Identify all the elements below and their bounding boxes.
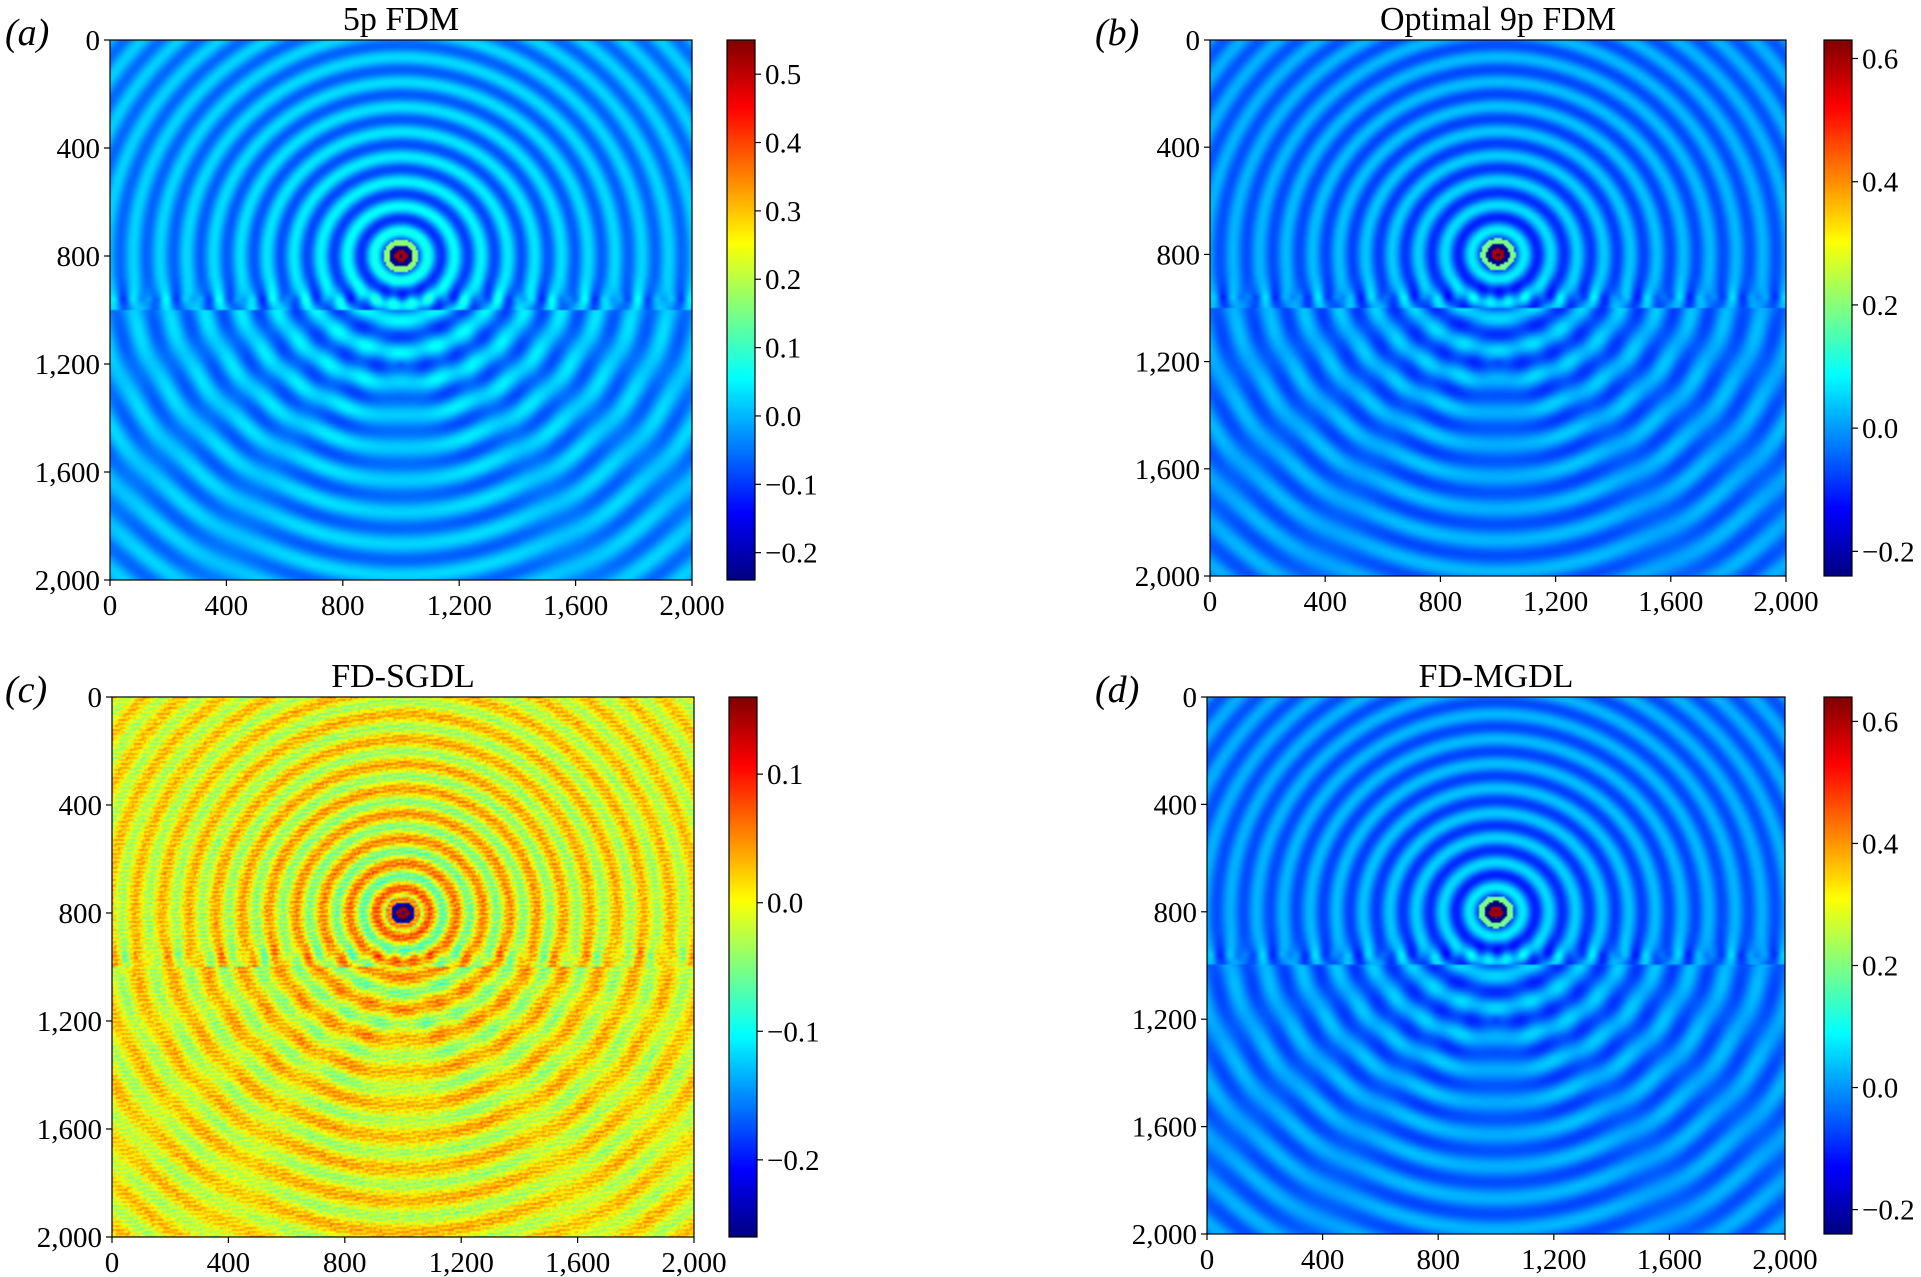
y-tick-label: 1,600 <box>37 1114 102 1146</box>
y-tick-label: 1,600 <box>1135 454 1200 486</box>
wavefield-image <box>1207 697 1785 1234</box>
y-tick-label: 0 <box>86 25 101 57</box>
colorbar-tick-label: 0.2 <box>1862 951 1898 983</box>
colorbar-gradient <box>729 697 757 1237</box>
panel-title: 5p FDM <box>343 1 459 38</box>
y-tick-label: 400 <box>59 790 103 822</box>
wavefield-image <box>110 40 692 580</box>
colorbar-tick-label: 0.2 <box>765 264 801 296</box>
x-tick-label: 1,600 <box>1638 586 1703 618</box>
y-tick-label: 1,200 <box>1135 347 1200 379</box>
colorbar-tick-label: −0.2 <box>1862 1195 1915 1227</box>
x-tick-label: 1,600 <box>543 590 608 622</box>
colorbar-tick-label: 0.5 <box>765 59 801 91</box>
x-tick-label: 1,200 <box>1521 1244 1586 1276</box>
y-tick-label: 1,200 <box>35 349 100 381</box>
colorbar-tick-label: 0.2 <box>1862 290 1898 322</box>
colorbar-tick-label: −0.2 <box>1862 536 1915 568</box>
x-tick-label: 2,000 <box>1753 586 1818 618</box>
x-tick-label: 800 <box>321 590 365 622</box>
x-tick-label: 1,600 <box>1637 1244 1702 1276</box>
x-tick-label: 1,200 <box>429 1247 494 1277</box>
x-tick-label: 400 <box>207 1247 251 1277</box>
colorbar-tick-label: −0.1 <box>767 1016 820 1048</box>
x-tick-label: 0 <box>1203 586 1218 618</box>
colorbar-tick-label: 0.0 <box>1862 1073 1898 1105</box>
y-tick-label: 2,000 <box>1135 561 1200 593</box>
x-tick-label: 2,000 <box>661 1247 726 1277</box>
x-tick-label: 2,000 <box>659 590 724 622</box>
colorbar-tick-label: −0.2 <box>765 538 818 570</box>
plot-frame <box>1206 696 1786 1235</box>
colorbar-frame <box>726 39 756 581</box>
colorbar-frame <box>1823 39 1853 577</box>
panel-title: FD-MGDL <box>1419 658 1574 695</box>
colorbar-tick-label: 0.0 <box>767 888 803 920</box>
x-tick-label: 0 <box>103 590 118 622</box>
y-tick-label: 2,000 <box>35 565 100 597</box>
x-tick-label: 0 <box>105 1247 120 1277</box>
x-tick-label: 400 <box>1303 586 1347 618</box>
colorbar-tick-label: 0.3 <box>765 196 801 228</box>
wavefield-image <box>1210 40 1786 576</box>
colorbar-tick-label: 0.0 <box>765 401 801 433</box>
panel-label: (c) <box>5 669 47 711</box>
y-tick-label: 1,200 <box>1132 1004 1197 1036</box>
plot-frame <box>109 39 693 581</box>
plot-frame <box>111 696 695 1238</box>
panel-title: FD-SGDL <box>331 658 475 695</box>
x-tick-label: 800 <box>323 1247 367 1277</box>
colorbar-tick-label: 0.4 <box>765 128 802 160</box>
x-tick-label: 0 <box>1200 1244 1215 1276</box>
y-tick-label: 400 <box>1154 789 1198 821</box>
x-tick-label: 800 <box>1416 1244 1460 1276</box>
x-tick-label: 400 <box>1301 1244 1345 1276</box>
x-tick-label: 1,200 <box>1523 586 1588 618</box>
y-tick-label: 0 <box>1183 682 1198 714</box>
colorbar-tick-label: 0.6 <box>1862 706 1898 738</box>
y-tick-label: 800 <box>57 241 101 273</box>
colorbar-tick-label: −0.2 <box>767 1145 820 1177</box>
y-tick-label: 1,200 <box>37 1006 102 1038</box>
colorbar-tick-label: 0.6 <box>1862 43 1898 75</box>
colorbar-frame <box>728 696 758 1238</box>
colorbar-tick-label: 0.0 <box>1862 413 1898 445</box>
colorbar-tick-label: 0.4 <box>1862 828 1899 860</box>
panel-label: (a) <box>5 12 49 54</box>
wavefield-image <box>112 697 694 1237</box>
y-tick-label: 2,000 <box>1132 1219 1197 1251</box>
y-tick-label: 800 <box>1154 897 1198 929</box>
y-tick-label: 1,600 <box>1132 1112 1197 1144</box>
colorbar-gradient <box>1824 40 1852 576</box>
panel-label: (d) <box>1095 669 1139 711</box>
colorbar-gradient <box>727 40 755 580</box>
x-tick-label: 1,600 <box>545 1247 610 1277</box>
x-tick-label: 2,000 <box>1752 1244 1817 1276</box>
colorbar-tick-label: 0.4 <box>1862 167 1899 199</box>
panel-label: (b) <box>1095 12 1139 54</box>
y-tick-label: 400 <box>1157 132 1201 164</box>
colorbar-tick-label: 0.1 <box>765 333 801 365</box>
y-tick-label: 0 <box>88 682 103 714</box>
x-tick-label: 800 <box>1419 586 1463 618</box>
x-tick-label: 1,200 <box>427 590 492 622</box>
panel-title: Optimal 9p FDM <box>1380 1 1616 38</box>
y-tick-label: 800 <box>1157 239 1201 271</box>
colorbar-tick-label: 0.1 <box>767 759 803 791</box>
x-tick-label: 400 <box>205 590 249 622</box>
plot-frame <box>1209 39 1787 577</box>
y-tick-label: 2,000 <box>37 1222 102 1254</box>
colorbar-gradient <box>1824 697 1852 1234</box>
colorbar-tick-label: −0.1 <box>765 469 818 501</box>
y-tick-label: 800 <box>59 898 103 930</box>
y-tick-label: 400 <box>57 133 101 165</box>
y-tick-label: 1,600 <box>35 457 100 489</box>
y-tick-label: 0 <box>1186 25 1201 57</box>
